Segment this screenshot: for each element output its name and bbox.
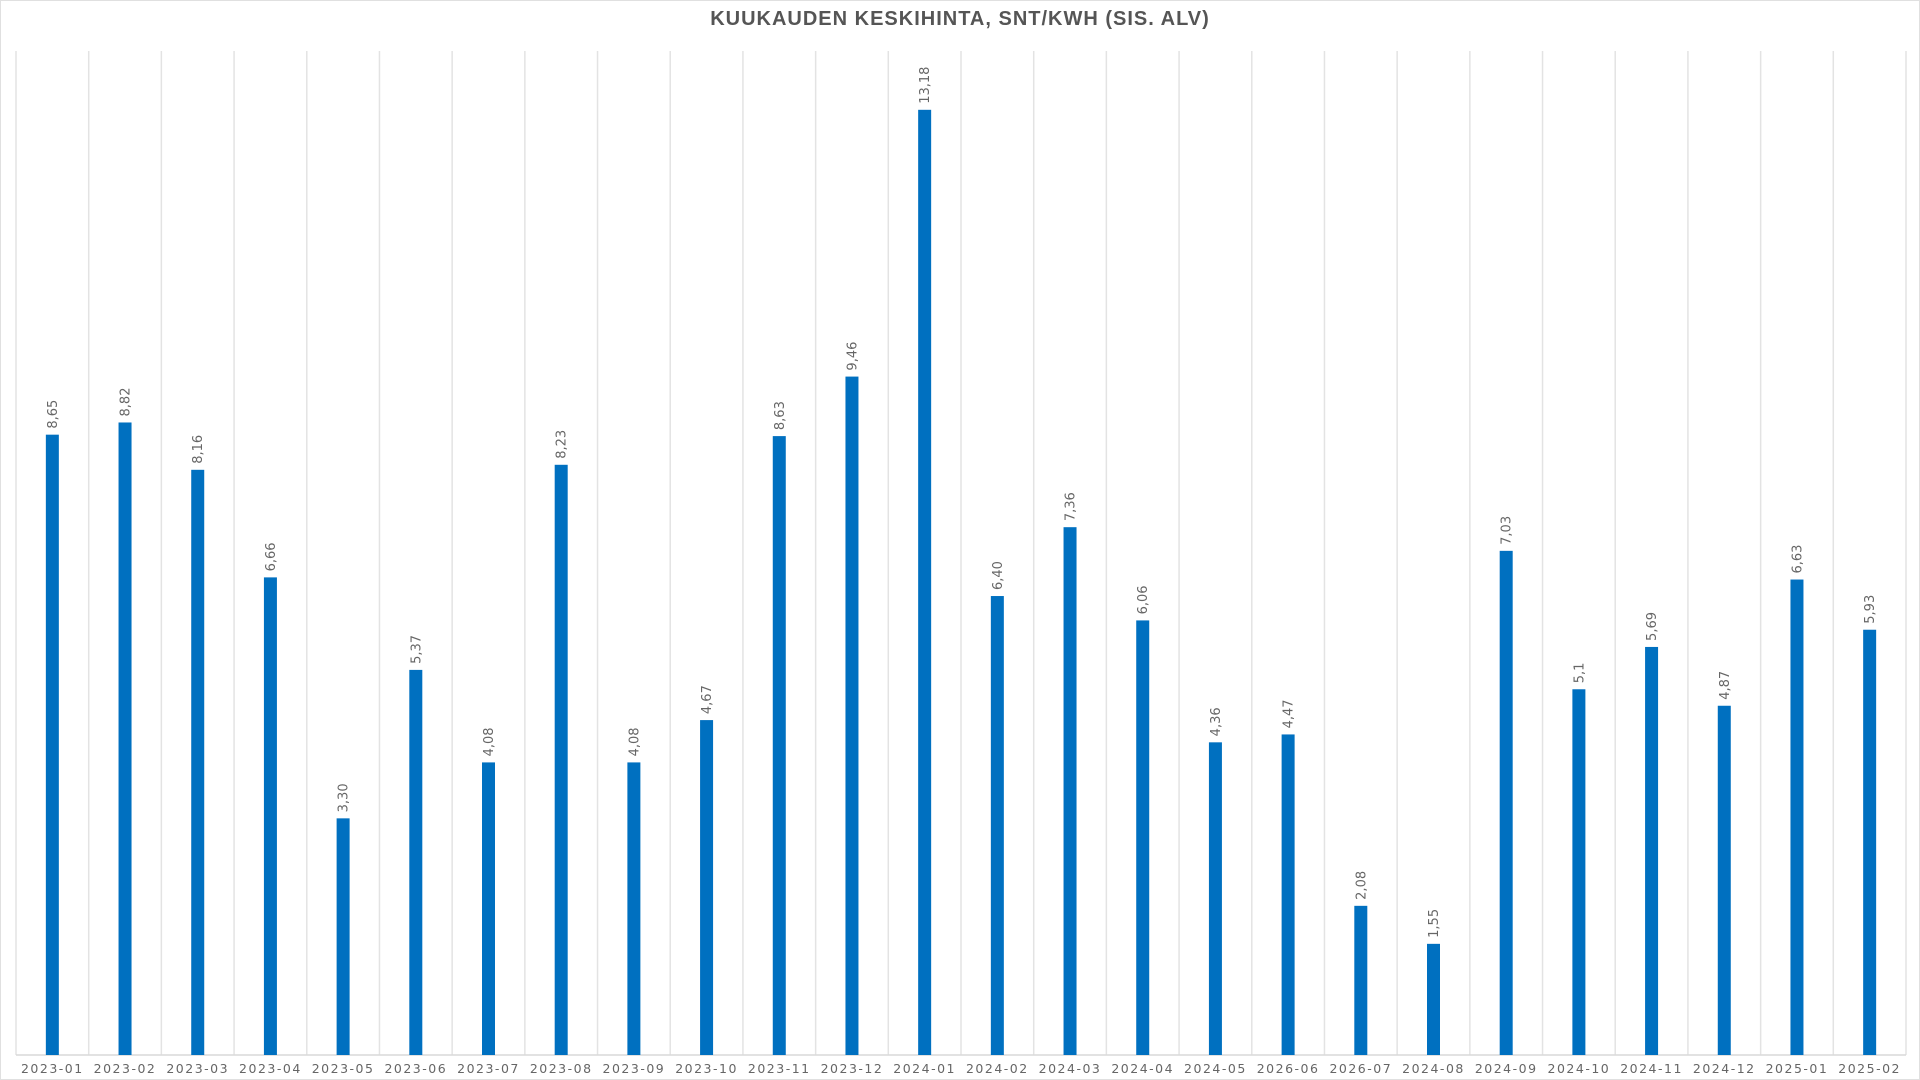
bar	[627, 762, 641, 1055]
x-tick-label: 2023-06	[384, 1061, 447, 1076]
x-tick-label: 2023-04	[239, 1061, 302, 1076]
bar	[1281, 734, 1295, 1055]
bar	[1499, 550, 1513, 1055]
x-tick-label: 2023-01	[21, 1061, 84, 1076]
data-label: 5,69	[1645, 612, 1660, 641]
bar	[1790, 579, 1804, 1055]
data-label: 6,40	[991, 561, 1006, 590]
bar	[45, 434, 59, 1056]
data-label: 5,93	[1863, 595, 1878, 624]
x-tick-label: 2023-05	[312, 1061, 375, 1076]
data-label: 8,82	[119, 388, 134, 417]
bar	[336, 818, 350, 1055]
x-tick-label: 2024-02	[966, 1061, 1029, 1076]
bar	[409, 669, 423, 1055]
x-tick-label: 2024-01	[893, 1061, 956, 1076]
bar	[191, 469, 205, 1056]
bar	[1863, 629, 1877, 1055]
data-label: 5,37	[409, 635, 424, 664]
bar	[1354, 905, 1368, 1055]
x-tick-label: 2023-12	[821, 1061, 884, 1076]
data-label: 6,66	[264, 542, 279, 571]
data-label: 8,23	[555, 430, 570, 459]
x-tick-label: 2024-12	[1693, 1061, 1756, 1076]
data-label: 1,55	[1427, 909, 1442, 938]
bar	[1717, 705, 1731, 1055]
bar	[1208, 742, 1222, 1055]
data-label: 4,08	[627, 727, 642, 756]
x-tick-label: 2025-01	[1766, 1061, 1829, 1076]
x-tick-label: 2024-09	[1475, 1061, 1538, 1076]
bar	[918, 109, 932, 1055]
x-tick-label: 2024-03	[1039, 1061, 1102, 1076]
x-tick-label: 2023-03	[166, 1061, 229, 1076]
x-tick-label: 2026-07	[1329, 1061, 1392, 1076]
x-tick-label: 2023-08	[530, 1061, 593, 1076]
bar	[1427, 943, 1440, 1055]
bar	[990, 596, 1004, 1055]
bar	[1136, 620, 1150, 1055]
bar	[772, 436, 786, 1055]
bar	[482, 762, 495, 1055]
bar	[845, 376, 859, 1055]
data-label: 7,03	[1500, 516, 1515, 545]
bar	[700, 720, 714, 1055]
data-label: 7,36	[1064, 492, 1079, 521]
x-tick-label: 2023-09	[603, 1061, 666, 1076]
data-label: 13,18	[918, 67, 933, 104]
data-label: 6,63	[1790, 545, 1805, 574]
x-tick-label: 2023-07	[457, 1061, 520, 1076]
data-label: 8,63	[773, 401, 788, 430]
bar	[1063, 527, 1077, 1055]
chart-title: KUUKAUDEN KESKIHINTA, SNT/KWH (SIS. ALV)	[710, 8, 1210, 30]
bar	[1572, 689, 1586, 1055]
data-label: 4,47	[1282, 699, 1297, 728]
bar	[554, 464, 568, 1055]
data-label: 4,08	[482, 727, 497, 756]
data-label: 6,06	[1136, 585, 1151, 614]
x-tick-label: 2024-05	[1184, 1061, 1247, 1076]
data-label: 8,16	[191, 435, 206, 464]
bar	[118, 422, 132, 1056]
data-label: 5,1	[1572, 663, 1587, 684]
data-label: 3,30	[337, 783, 352, 812]
data-label: 4,67	[700, 685, 715, 714]
x-tick-label: 2023-10	[675, 1061, 738, 1076]
data-label: 4,36	[1209, 707, 1224, 736]
bar	[1645, 646, 1659, 1055]
x-tick-label: 2024-11	[1620, 1061, 1683, 1076]
bar	[263, 577, 277, 1055]
data-label: 8,65	[46, 400, 61, 429]
data-label: 4,87	[1718, 671, 1733, 700]
data-label: 2,08	[1354, 871, 1369, 900]
x-tick-label: 2024-10	[1548, 1061, 1611, 1076]
x-tick-label: 2024-08	[1402, 1061, 1465, 1076]
x-tick-label: 2025-02	[1838, 1061, 1901, 1076]
x-tick-label: 2023-11	[748, 1061, 811, 1076]
x-tick-label: 2023-02	[94, 1061, 157, 1076]
x-tick-label: 2024-04	[1111, 1061, 1174, 1076]
data-label: 9,46	[845, 342, 860, 371]
x-tick-label: 2026-06	[1257, 1061, 1320, 1076]
